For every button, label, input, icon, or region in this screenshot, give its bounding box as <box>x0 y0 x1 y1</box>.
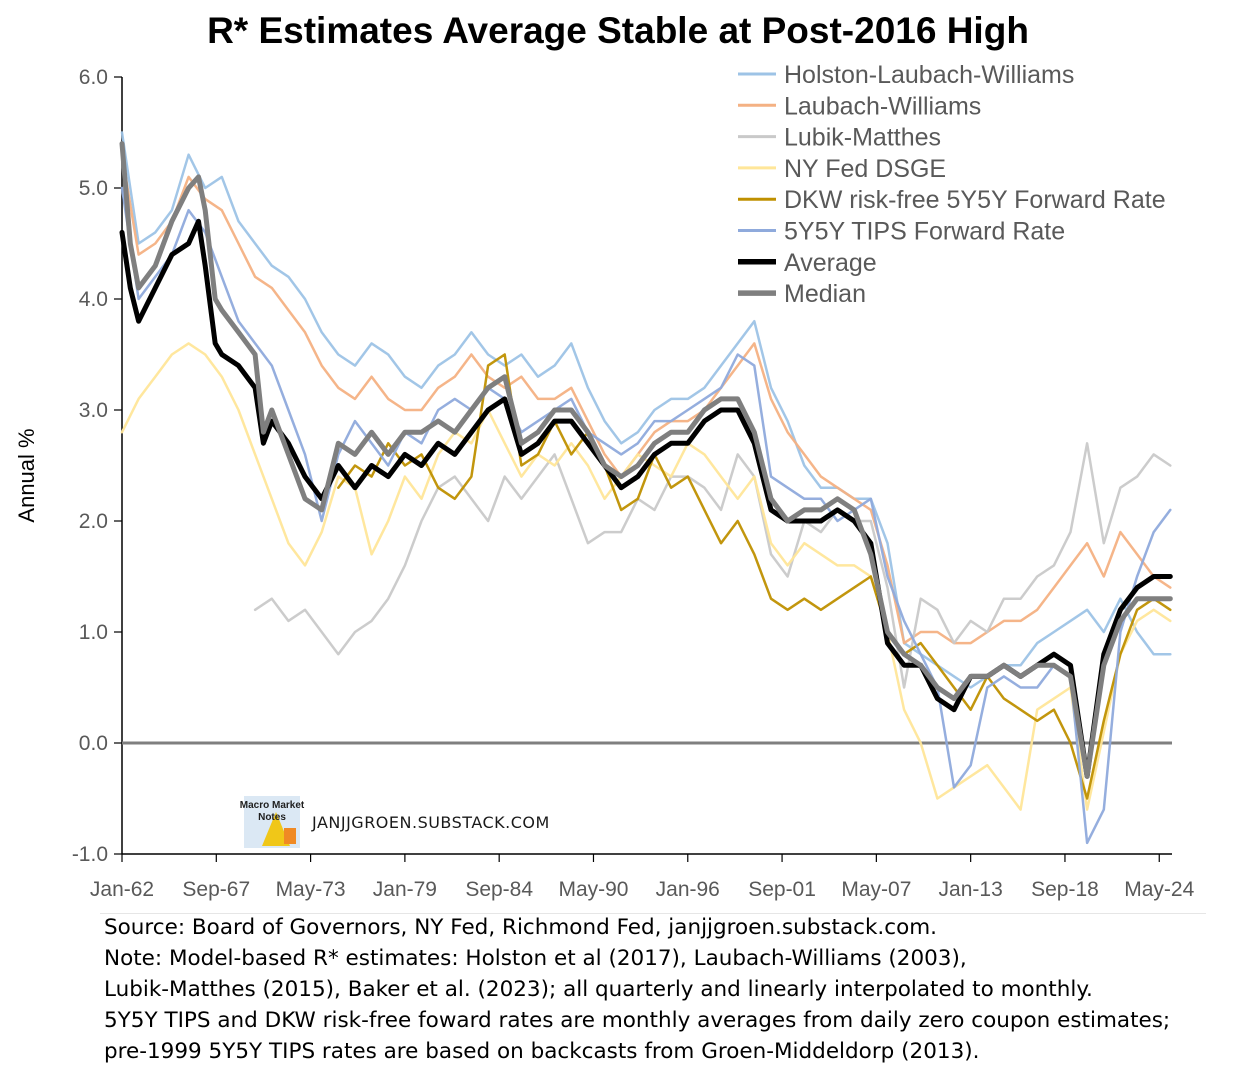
source-note: Source: Board of Governors, NY Fed, Rich… <box>104 915 938 940</box>
series-line-holston-laubach-williams <box>120 131 1172 689</box>
legend-label: NY Fed DSGE <box>784 155 946 183</box>
x-tick-label: Jan-62 <box>90 878 154 901</box>
series-line-median <box>119 141 1173 779</box>
chart-title: R* Estimates Average Stable at Post-2016… <box>207 10 1029 51</box>
note-line-1: Note: Model-based R* estimates: Holston … <box>104 946 967 971</box>
legend-label: Lubik-Matthes <box>784 124 941 152</box>
legend-label: DKW risk-free 5Y5Y Forward Rate <box>784 186 1166 214</box>
x-tick-label: Jan-96 <box>656 878 720 901</box>
legend: Holston-Laubach-Williams Laubach-Williams… <box>738 61 1166 308</box>
watermark-text: JANJJGROEN.SUBSTACK.COM <box>311 813 550 832</box>
y-tick-label: 1.0 <box>79 621 108 644</box>
x-tick-label: Sep-84 <box>465 878 533 901</box>
series-line-laubach-williams <box>120 153 1172 645</box>
x-tick-label: May-07 <box>841 878 911 901</box>
series-line-average <box>119 218 1173 779</box>
series-lines <box>119 131 1173 845</box>
y-tick-label: 0.0 <box>79 732 108 755</box>
line-chart: -1.0 0.0 1.0 2.0 3.0 4.0 5.0 6.0 Jan-62 Sep-67 May… <box>14 61 1195 901</box>
y-tick-label: -1.0 <box>72 843 108 866</box>
note-line-2: Lubik-Matthes (2015), Baker et al. (2023… <box>104 977 1093 1002</box>
legend-label: 5Y5Y TIPS Forward Rate <box>784 218 1065 246</box>
logo-text: Macro Market <box>240 800 305 811</box>
legend-label: Laubach-Williams <box>784 92 981 120</box>
x-tick-label: Sep-18 <box>1031 878 1099 901</box>
x-tick-label: May-73 <box>276 878 346 901</box>
logo-bar <box>284 828 296 844</box>
legend-label: Average <box>784 249 877 277</box>
logo: Macro Market Notes <box>240 796 305 848</box>
y-tick-label: 3.0 <box>79 399 108 422</box>
x-tick-label: Jan-79 <box>373 878 437 901</box>
y-tick-label: 6.0 <box>79 66 108 89</box>
logo-shape <box>262 812 290 846</box>
y-axis-label: Annual % <box>14 428 39 522</box>
axes: -1.0 0.0 1.0 2.0 3.0 4.0 5.0 6.0 Jan-62 Sep-67 May… <box>14 66 1195 901</box>
series-line-dkw-risk-free-5y5y-forward-rate <box>337 353 1172 800</box>
series-line-ny-fed-dsge <box>120 342 1172 811</box>
note-line-4: pre-1999 5Y5Y TIPS rates are based on ba… <box>104 1039 980 1064</box>
legend-label: Holston-Laubach-Williams <box>784 61 1074 89</box>
logo-text-notes: Notes <box>258 812 286 823</box>
y-tick-label: 4.0 <box>79 288 108 311</box>
x-tick-label: Jan-13 <box>939 878 1003 901</box>
y-tick-label: 5.0 <box>79 177 108 200</box>
note-line-3: 5Y5Y TIPS and DKW risk-free foward rates… <box>104 1008 1171 1033</box>
series-line-lubik-matthes <box>253 442 1172 689</box>
separator <box>100 913 1206 914</box>
x-tick-label: Sep-01 <box>748 878 816 901</box>
footer-notes: Source: Board of Governors, NY Fed, Rich… <box>104 912 1170 1067</box>
x-tick-label: May-90 <box>558 878 628 901</box>
series-line-5y5y-tips-forward-rate <box>120 186 1172 845</box>
legend-label: Median <box>784 280 866 308</box>
x-tick-label: May-24 <box>1124 878 1194 901</box>
y-tick-label: 2.0 <box>79 510 108 533</box>
x-tick-label: Sep-67 <box>182 878 250 901</box>
